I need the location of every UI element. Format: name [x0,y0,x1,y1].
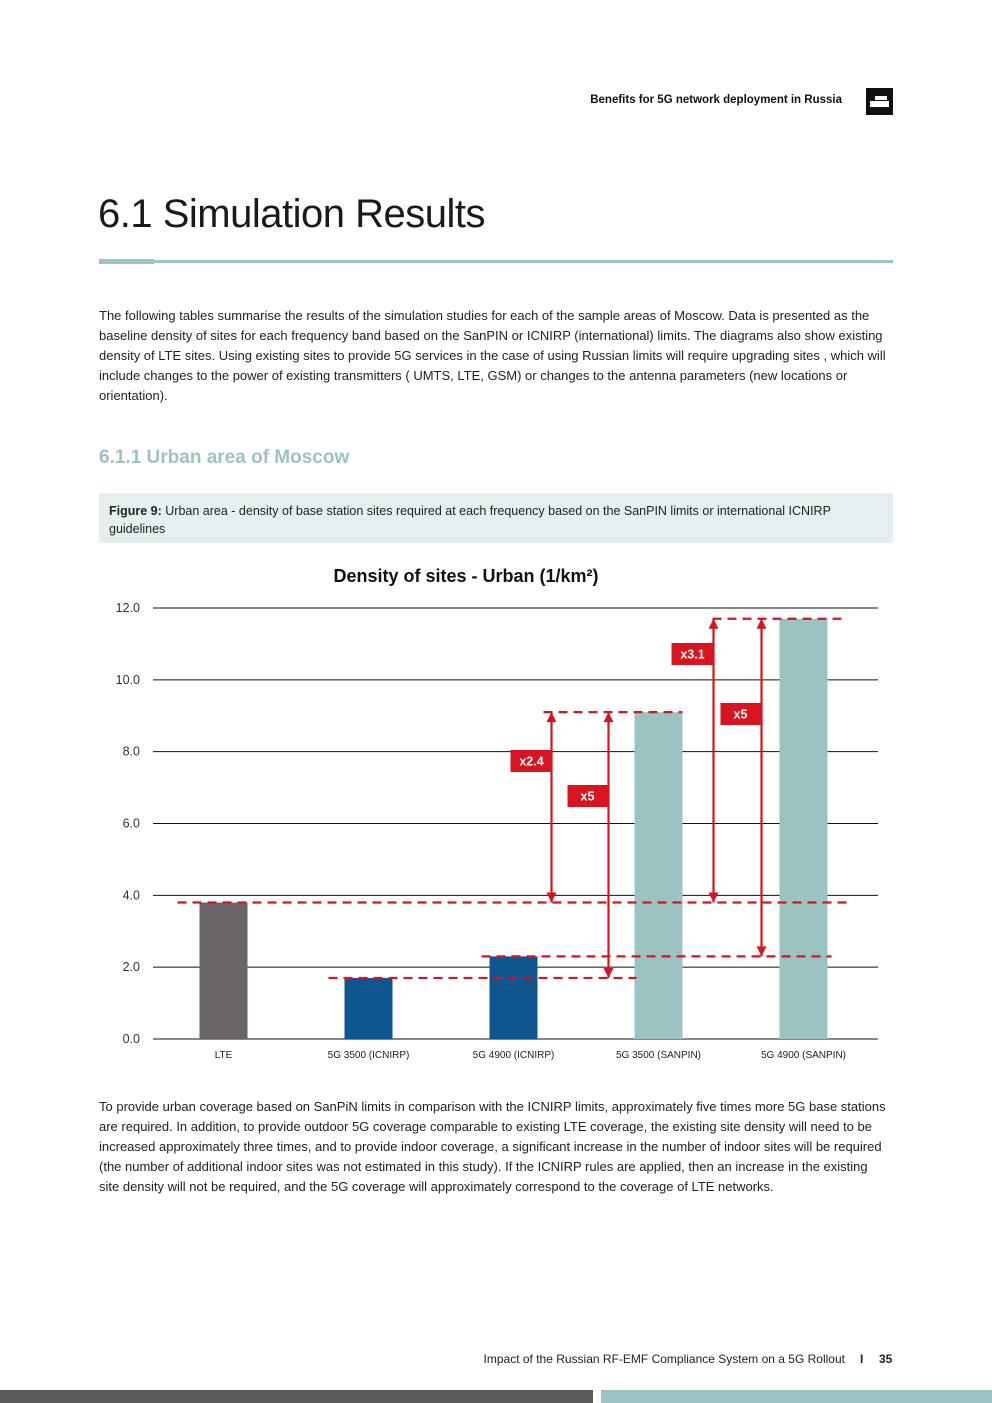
figure-caption: Figure 9: Urban area - density of base s… [99,493,893,543]
y-tick-label: 4.0 [123,888,140,902]
title-divider [99,260,893,263]
multiplier-label: x5 [581,790,595,804]
bar [779,618,828,1039]
y-tick-label: 6.0 [123,817,140,831]
multiplier-label: x2.4 [519,755,543,769]
multiplier-label-box [510,750,553,772]
figure-caption-text: Urban area - density of base station sit… [109,504,831,536]
x-tick-label: 5G 3500 (ICNIRP) [328,1050,410,1061]
multiplier-arrowhead [756,946,767,957]
multiplier-label: x3.1 [680,648,704,662]
y-tick-label: 10.0 [116,673,140,687]
multiplier-arrowhead [603,712,614,723]
title-divider-accent [99,259,154,264]
running-header: Benefits for 5G network deployment in Ru… [590,94,842,106]
x-tick-label: 5G 4900 (SANPIN) [761,1050,846,1061]
bar [344,977,393,1039]
multiplier-arrowhead [708,618,719,629]
footer-title: Impact of the Russian RF-EMF Compliance … [483,1352,845,1366]
multiplier-label: x5 [734,708,748,722]
multiplier-arrowhead [603,967,614,978]
conclusion-paragraph: To provide urban coverage based on SanPi… [99,1099,886,1194]
footer-separator: I [860,1352,864,1366]
y-tick-label: 0.0 [123,1032,140,1046]
intro-paragraph: The following tables summarise the resul… [99,308,886,403]
y-tick-label: 2.0 [123,960,140,974]
density-bar-chart: Density of sites - Urban (1/km²) 0.0 2.0 4.… [116,566,878,1061]
bar [489,956,538,1039]
page-number: 35 [879,1352,893,1366]
multiplier-arrowhead [756,618,767,629]
building-logo-icon [866,88,893,115]
multiplier-label-box [720,703,761,725]
multiplier-label-box [567,785,608,807]
figure-label: Figure 9: [109,504,162,518]
x-tick-label: LTE [215,1050,233,1061]
y-tick-label: 8.0 [123,745,140,759]
page-title: 6.1 Simulation Results [98,192,485,236]
x-tick-label: 5G 4900 (ICNIRP) [473,1050,555,1061]
multiplier-arrowhead [708,892,719,903]
bar [199,902,248,1039]
multiplier-arrowhead [546,712,557,723]
bar [634,712,683,1039]
multiplier-label-box [671,643,714,665]
footer-bar-dark [0,1390,593,1403]
subsection-title: 6.1.1 Urban area of Moscow [99,447,350,468]
footer-bar-light [601,1390,992,1403]
y-tick-label: 12.0 [116,601,140,615]
multiplier-arrowhead [546,892,557,903]
chart-title: Density of sites - Urban (1/km²) [333,566,598,586]
x-tick-label: 5G 3500 (SANPIN) [616,1050,701,1061]
